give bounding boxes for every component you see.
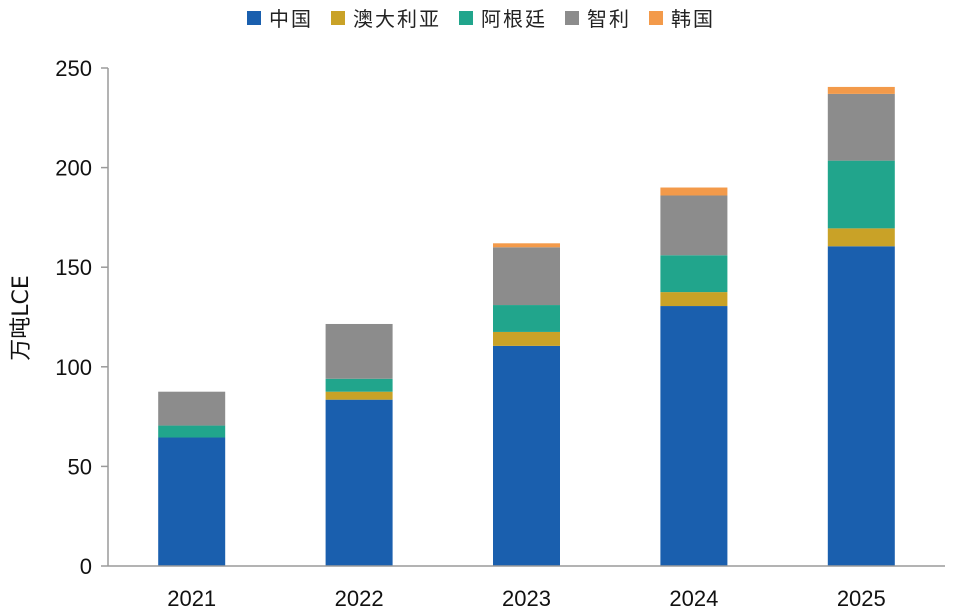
x-tick-label: 2023 bbox=[502, 586, 551, 611]
bar-segment bbox=[660, 292, 728, 307]
bar-segment bbox=[660, 195, 728, 256]
bar-segment bbox=[493, 243, 560, 248]
bar-segment bbox=[827, 228, 895, 247]
bar-segment bbox=[493, 305, 560, 332]
bar-segment bbox=[493, 331, 560, 346]
x-tick-label: 2025 bbox=[837, 586, 886, 611]
bar-segment bbox=[325, 378, 393, 392]
legend-label: 中国 bbox=[269, 7, 313, 31]
legend-swatch bbox=[649, 11, 663, 25]
legend-swatch bbox=[247, 11, 261, 25]
y-tick-label: 100 bbox=[55, 355, 92, 380]
bars bbox=[158, 86, 895, 566]
legend-label: 韩国 bbox=[671, 7, 715, 31]
y-tick-label: 0 bbox=[80, 554, 92, 579]
y-tick-label: 250 bbox=[55, 56, 92, 81]
bar-segment bbox=[827, 86, 895, 94]
y-axis-title: 万吨LCE bbox=[9, 275, 34, 361]
bar-segment bbox=[827, 160, 895, 229]
bar-segment bbox=[493, 345, 560, 566]
bar-segment bbox=[493, 247, 560, 306]
legend-label: 智利 bbox=[587, 7, 631, 31]
x-tick-label: 2024 bbox=[669, 586, 718, 611]
y-tick-label: 200 bbox=[55, 156, 92, 181]
y-axis: 0 50 100 150 200 250 bbox=[55, 56, 109, 579]
legend-swatch bbox=[565, 11, 579, 25]
y-tick-label: 50 bbox=[68, 454, 92, 479]
bar-segment bbox=[325, 391, 393, 400]
legend-label: 澳大利亚 bbox=[353, 7, 441, 31]
x-tick-label: 2022 bbox=[335, 586, 384, 611]
bar-segment bbox=[325, 399, 393, 566]
legend-swatch bbox=[331, 11, 345, 25]
y-tick-label: 150 bbox=[55, 255, 92, 280]
bar-segment bbox=[158, 391, 226, 426]
bar-segment bbox=[827, 93, 895, 161]
bar-segment bbox=[158, 437, 226, 566]
legend: 中国 澳大利亚 阿根廷 智利 韩国 bbox=[247, 7, 715, 31]
bar-segment bbox=[158, 425, 226, 438]
bar-segment bbox=[660, 306, 728, 566]
legend-swatch bbox=[459, 11, 473, 25]
x-axis: 2021 2022 2023 2024 2025 bbox=[108, 565, 945, 611]
x-tick-label: 2021 bbox=[167, 586, 216, 611]
legend-label: 阿根廷 bbox=[481, 7, 547, 31]
bar-segment bbox=[827, 246, 895, 566]
bar-segment bbox=[660, 187, 728, 196]
bar-segment bbox=[325, 323, 393, 379]
bar-segment bbox=[660, 255, 728, 293]
